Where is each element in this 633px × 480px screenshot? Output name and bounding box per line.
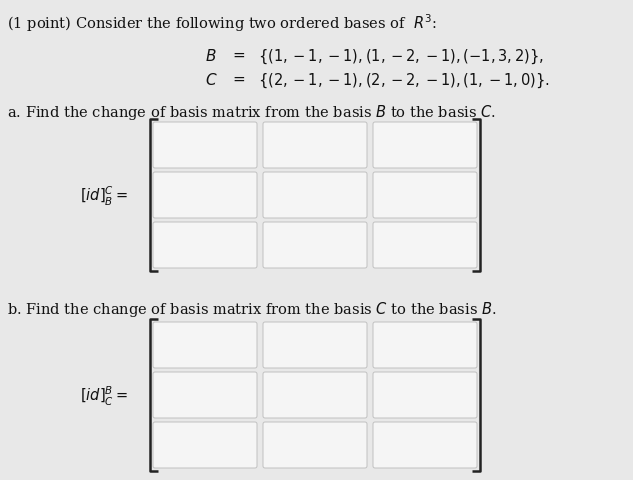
FancyBboxPatch shape [263, 372, 367, 418]
FancyBboxPatch shape [153, 223, 257, 268]
FancyBboxPatch shape [373, 422, 477, 468]
Text: $[id]^B_C =$: $[id]^B_C =$ [80, 384, 128, 407]
FancyBboxPatch shape [263, 323, 367, 368]
FancyBboxPatch shape [373, 372, 477, 418]
FancyBboxPatch shape [263, 223, 367, 268]
Text: $B$: $B$ [205, 48, 216, 64]
Text: a. Find the change of basis matrix from the basis $B$ to the basis $C$.: a. Find the change of basis matrix from … [7, 103, 496, 122]
FancyBboxPatch shape [263, 422, 367, 468]
FancyBboxPatch shape [153, 323, 257, 368]
FancyBboxPatch shape [373, 123, 477, 168]
FancyBboxPatch shape [373, 223, 477, 268]
FancyBboxPatch shape [373, 323, 477, 368]
FancyBboxPatch shape [153, 422, 257, 468]
FancyBboxPatch shape [153, 173, 257, 218]
Text: b. Find the change of basis matrix from the basis $C$ to the basis $B$.: b. Find the change of basis matrix from … [7, 300, 496, 318]
FancyBboxPatch shape [263, 123, 367, 168]
Text: $C$: $C$ [205, 72, 218, 88]
FancyBboxPatch shape [263, 173, 367, 218]
FancyBboxPatch shape [373, 173, 477, 218]
FancyBboxPatch shape [153, 123, 257, 168]
FancyBboxPatch shape [153, 372, 257, 418]
Text: (1 point) Consider the following two ordered bases of  $R^3$:: (1 point) Consider the following two ord… [7, 12, 437, 34]
Text: $\{(1,-1,-1),(1,-2,-1),(-1,3,2)\},$: $\{(1,-1,-1),(1,-2,-1),(-1,3,2)\},$ [258, 48, 544, 66]
Text: $[id]^C_B =$: $[id]^C_B =$ [80, 184, 128, 207]
Text: $\{(2,-1,-1),(2,-2,-1),(1,-1,0)\}.$: $\{(2,-1,-1),(2,-2,-1),(1,-1,0)\}.$ [258, 72, 549, 90]
Text: $=$: $=$ [230, 48, 246, 62]
Text: $=$: $=$ [230, 72, 246, 86]
